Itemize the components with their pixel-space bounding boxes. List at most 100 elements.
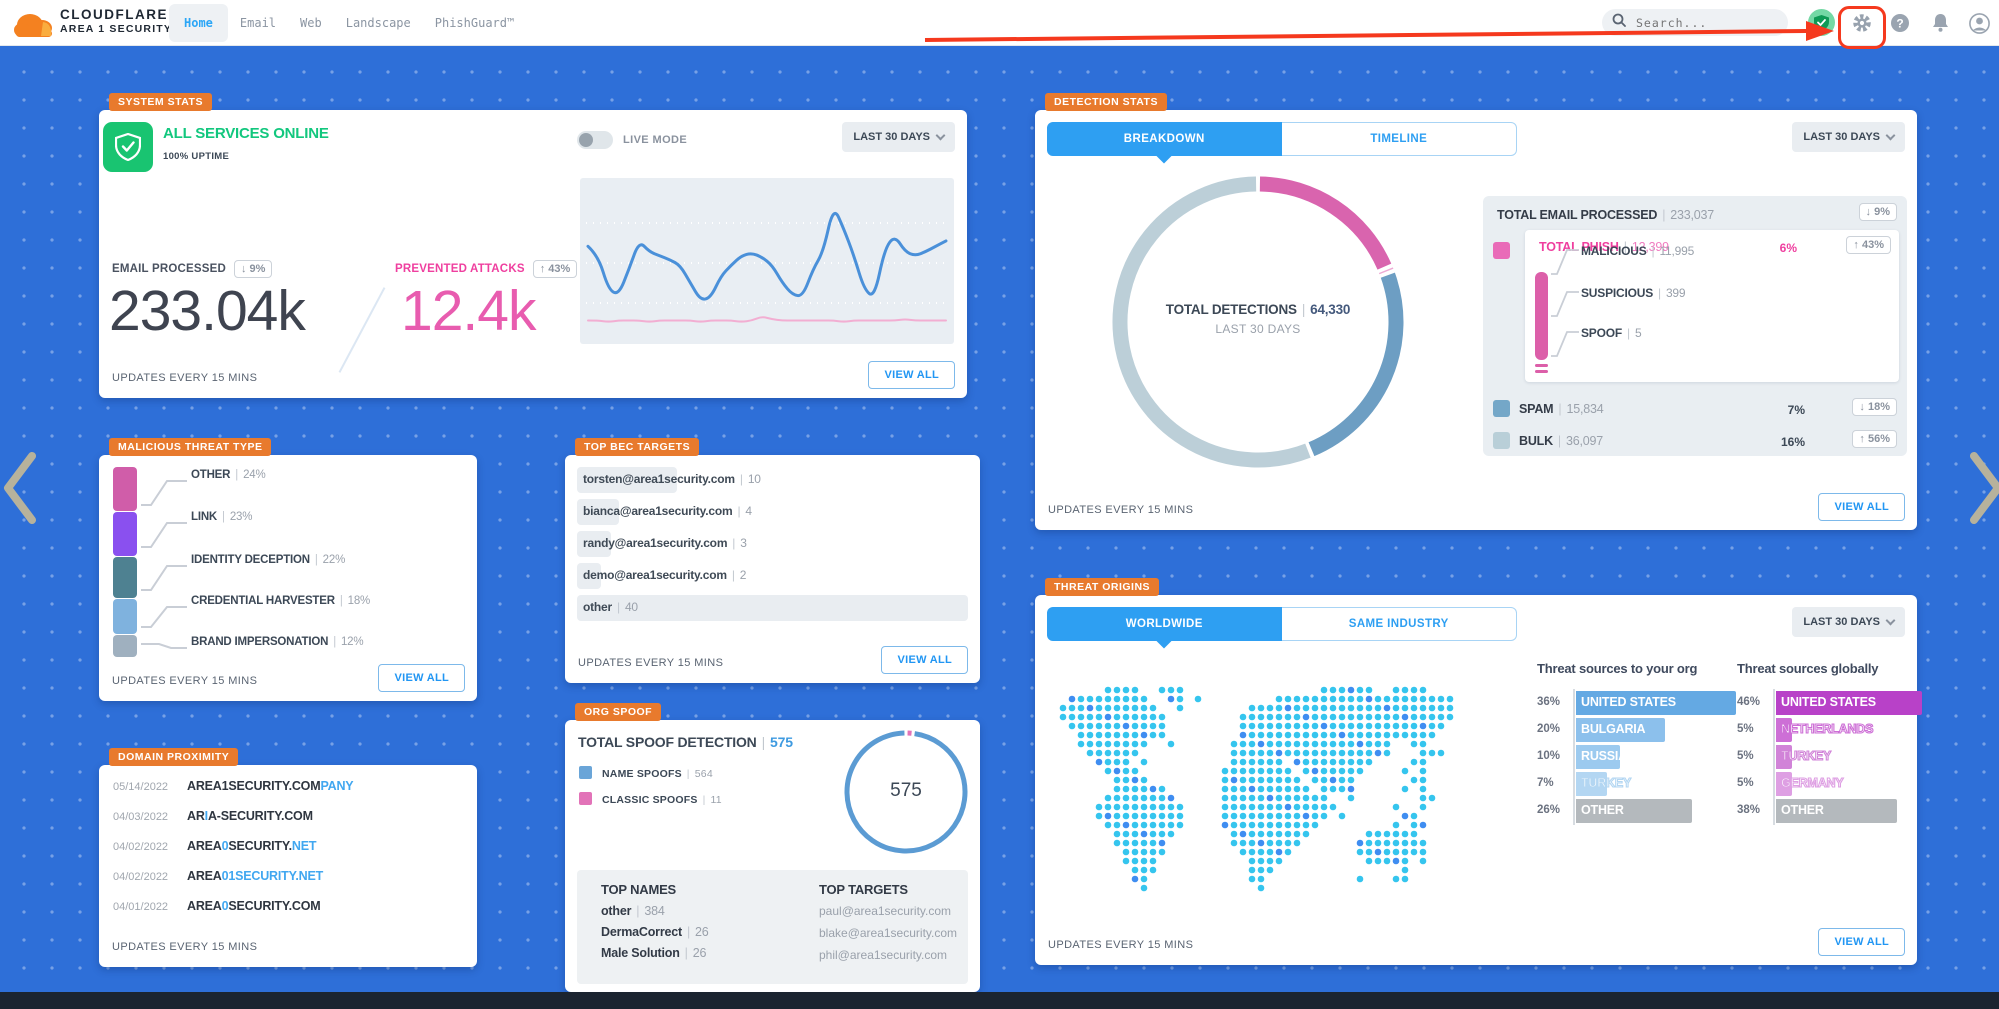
- bar-other: OTHER: [1576, 799, 1692, 823]
- origin-bar-row: 20% BULGARIA: [1537, 716, 1737, 744]
- threat-segment-brand-impersonation: [113, 635, 137, 657]
- email-traffic-chart: [580, 178, 954, 344]
- prevented-attacks-value: 12.4k: [401, 279, 536, 343]
- bar-germany: GERMANY: [1776, 772, 1844, 796]
- spam-delta-badge: ↓ 18%: [1852, 398, 1897, 416]
- bar-other-global: OTHER: [1776, 799, 1897, 823]
- range-label: LAST 30 DAYS: [1803, 616, 1880, 628]
- legend-name-spoofs: NAME SPOOFS | 564: [579, 766, 713, 780]
- active-tab-pointer: [1155, 631, 1173, 649]
- domain-row[interactable]: 04/02/2022 AREA01SECURITY.NET: [113, 869, 324, 883]
- bar-turkey: TURKEY: [1576, 772, 1632, 796]
- brand-line1: CLOUDFLARE: [60, 7, 168, 22]
- tab-breakdown[interactable]: BREAKDOWN: [1047, 122, 1282, 164]
- detections-donut-chart: TOTAL DETECTIONS | 64,330 LAST 30 DAYS: [1108, 172, 1408, 472]
- email-processed-value: 233.04k: [109, 279, 306, 343]
- divider-slash: [338, 287, 386, 373]
- tab-same-industry[interactable]: SAME INDUSTRY: [1281, 607, 1517, 641]
- live-mode-toggle[interactable]: [577, 131, 613, 149]
- total-phish-row: TOTAL PHISH | 12,399: [1539, 240, 1669, 254]
- tab-timeline[interactable]: TIMELINE: [1281, 122, 1517, 156]
- origin-bar-row: 36% UNITED STATES: [1537, 689, 1737, 717]
- live-mode-label: LIVE MODE: [623, 134, 688, 146]
- view-all-button[interactable]: VIEW ALL: [378, 664, 465, 692]
- org-spoof-card: ORG SPOOF TOTAL SPOOF DETECTION | 575 NAME…: [565, 703, 980, 992]
- chevron-down-icon: [935, 130, 946, 141]
- bar-bulgaria: BULGARIA: [1576, 718, 1665, 742]
- connector-line: [1551, 331, 1579, 357]
- top-bec-targets-card: TOP BEC TARGETS torsten@area1security.co…: [565, 438, 980, 683]
- threat-segment-link: [113, 512, 137, 556]
- search-input[interactable]: [1634, 14, 1764, 31]
- domain-row[interactable]: 04/02/2022 AREA0SECURITY.NET: [113, 839, 317, 853]
- search-icon: [1612, 13, 1626, 32]
- account-avatar-icon[interactable]: [1968, 12, 1990, 34]
- bec-bar: [577, 467, 677, 493]
- range-dropdown[interactable]: LAST 30 DAYS: [1792, 607, 1905, 637]
- primary-nav: Home Email Web Landscape PhishGuard™: [169, 0, 526, 46]
- prev-page-chevron[interactable]: [2, 450, 36, 526]
- malicious-row: MALICIOUS | 11,995: [1581, 244, 1695, 258]
- notifications-bell-icon[interactable]: [1929, 12, 1951, 34]
- bec-row[interactable]: bianca@area1security.com | 4: [577, 499, 968, 525]
- bottom-edge-bar: [0, 992, 1999, 1009]
- nav-item-web[interactable]: Web: [300, 16, 322, 30]
- nav-item-email[interactable]: Email: [239, 16, 277, 30]
- connector-line: [1551, 249, 1579, 275]
- nav-item-landscape[interactable]: Landscape: [345, 16, 411, 30]
- help-icon[interactable]: ?: [1889, 12, 1911, 34]
- domain-row[interactable]: 04/01/2022 AREA0SECURITY.COM: [113, 899, 321, 913]
- updates-caption: UPDATES EVERY 15 MINS: [1048, 939, 1194, 951]
- bar-united-states: UNITED STATES: [1576, 691, 1736, 715]
- origin-bar-row: 5% GERMANY: [1737, 770, 1937, 798]
- top-target-row: paul@area1security.com: [819, 904, 952, 918]
- chevron-down-icon: [1885, 615, 1896, 626]
- bec-row[interactable]: randy@area1security.com | 3: [577, 531, 968, 557]
- origin-bar-row: 5% NETHERLANDS: [1737, 716, 1937, 744]
- bec-row[interactable]: torsten@area1security.com | 10: [577, 467, 968, 493]
- next-page-chevron[interactable]: [1970, 450, 1999, 526]
- card-tag: DOMAIN PROXIMITY: [109, 748, 239, 766]
- phish-bar-strip: [1535, 370, 1548, 373]
- updates-caption: UPDATES EVERY 15 MINS: [112, 941, 258, 953]
- search-box[interactable]: [1602, 9, 1788, 36]
- origin-bar-row: 7% TURKEY: [1537, 770, 1737, 798]
- nav-item-phishguard[interactable]: PhishGuard™: [434, 16, 515, 30]
- card-tag: SYSTEM STATS: [109, 93, 212, 111]
- legend-swatch: [579, 792, 592, 805]
- total-spoof-title: TOTAL SPOOF DETECTION | 575: [578, 734, 793, 750]
- threat-type-row: BRAND IMPERSONATION | 12%: [191, 636, 364, 648]
- domain-row[interactable]: 05/14/2022 AREA1SECURITY.COMPANY: [113, 779, 354, 793]
- chevron-down-icon: [1885, 130, 1896, 141]
- settings-gear-icon[interactable]: [1851, 12, 1873, 34]
- card-tag: TOP BEC TARGETS: [575, 438, 700, 456]
- range-dropdown[interactable]: LAST 30 DAYS: [842, 122, 955, 152]
- view-all-button[interactable]: VIEW ALL: [881, 646, 968, 674]
- world-map: [1049, 685, 1463, 902]
- spoof-donut-total: 575: [890, 780, 922, 801]
- shield-ok-icon: [103, 122, 153, 172]
- nav-item-home[interactable]: Home: [169, 4, 228, 42]
- connector-line: [141, 606, 187, 628]
- prevented-attacks-delta-badge: ↑ 43%: [532, 260, 578, 278]
- view-all-button[interactable]: VIEW ALL: [1818, 928, 1905, 956]
- view-all-button[interactable]: VIEW ALL: [868, 361, 955, 389]
- spam-pct: 7%: [1787, 403, 1805, 417]
- bec-row[interactable]: demo@area1security.com | 2: [577, 563, 968, 589]
- card-tag: DETECTION STATS: [1045, 93, 1167, 111]
- connector-line: [141, 643, 187, 649]
- system-stats-card: SYSTEM STATS ALL SERVICES ONLINE 100% UP…: [99, 93, 967, 398]
- shield-check-status-icon: [1808, 9, 1835, 36]
- bec-row[interactable]: other | 40: [577, 595, 968, 621]
- top-targets-title: TOP TARGETS: [819, 882, 908, 897]
- view-all-button[interactable]: VIEW ALL: [1818, 493, 1905, 521]
- spam-legend-swatch: [1493, 400, 1510, 417]
- phish-bar: [1535, 272, 1548, 360]
- updates-caption: UPDATES EVERY 15 MINS: [578, 657, 724, 669]
- domain-row[interactable]: 04/03/2022 ARIA-SECURITY.COM: [113, 809, 313, 823]
- tab-worldwide[interactable]: WORLDWIDE: [1047, 607, 1282, 649]
- bec-bar: [577, 499, 619, 525]
- threat-type-row: OTHER | 24%: [191, 469, 266, 481]
- range-dropdown[interactable]: LAST 30 DAYS: [1792, 122, 1905, 152]
- col2-title: Threat sources globally: [1737, 661, 1879, 676]
